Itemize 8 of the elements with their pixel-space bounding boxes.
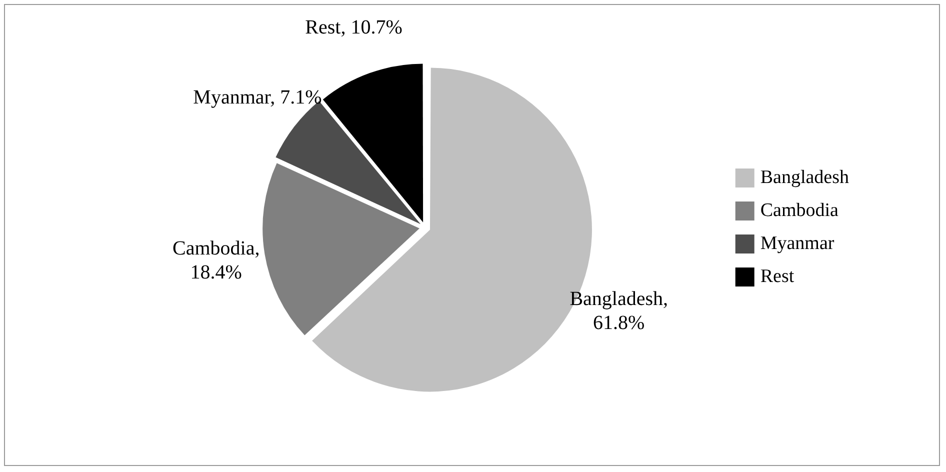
data-label: Rest, 10.7% [305,16,402,39]
legend-label: Rest [760,266,795,287]
data-label: Myanmar, 7.1% [193,86,322,109]
data-label: Cambodia, 18.4% [172,238,260,284]
legend-label: Myanmar [760,232,835,254]
legend-label: Bangladesh [760,166,850,188]
legend-label: Cambodia [760,200,840,221]
data-label: Bangladesh, 61.8% [570,288,668,334]
